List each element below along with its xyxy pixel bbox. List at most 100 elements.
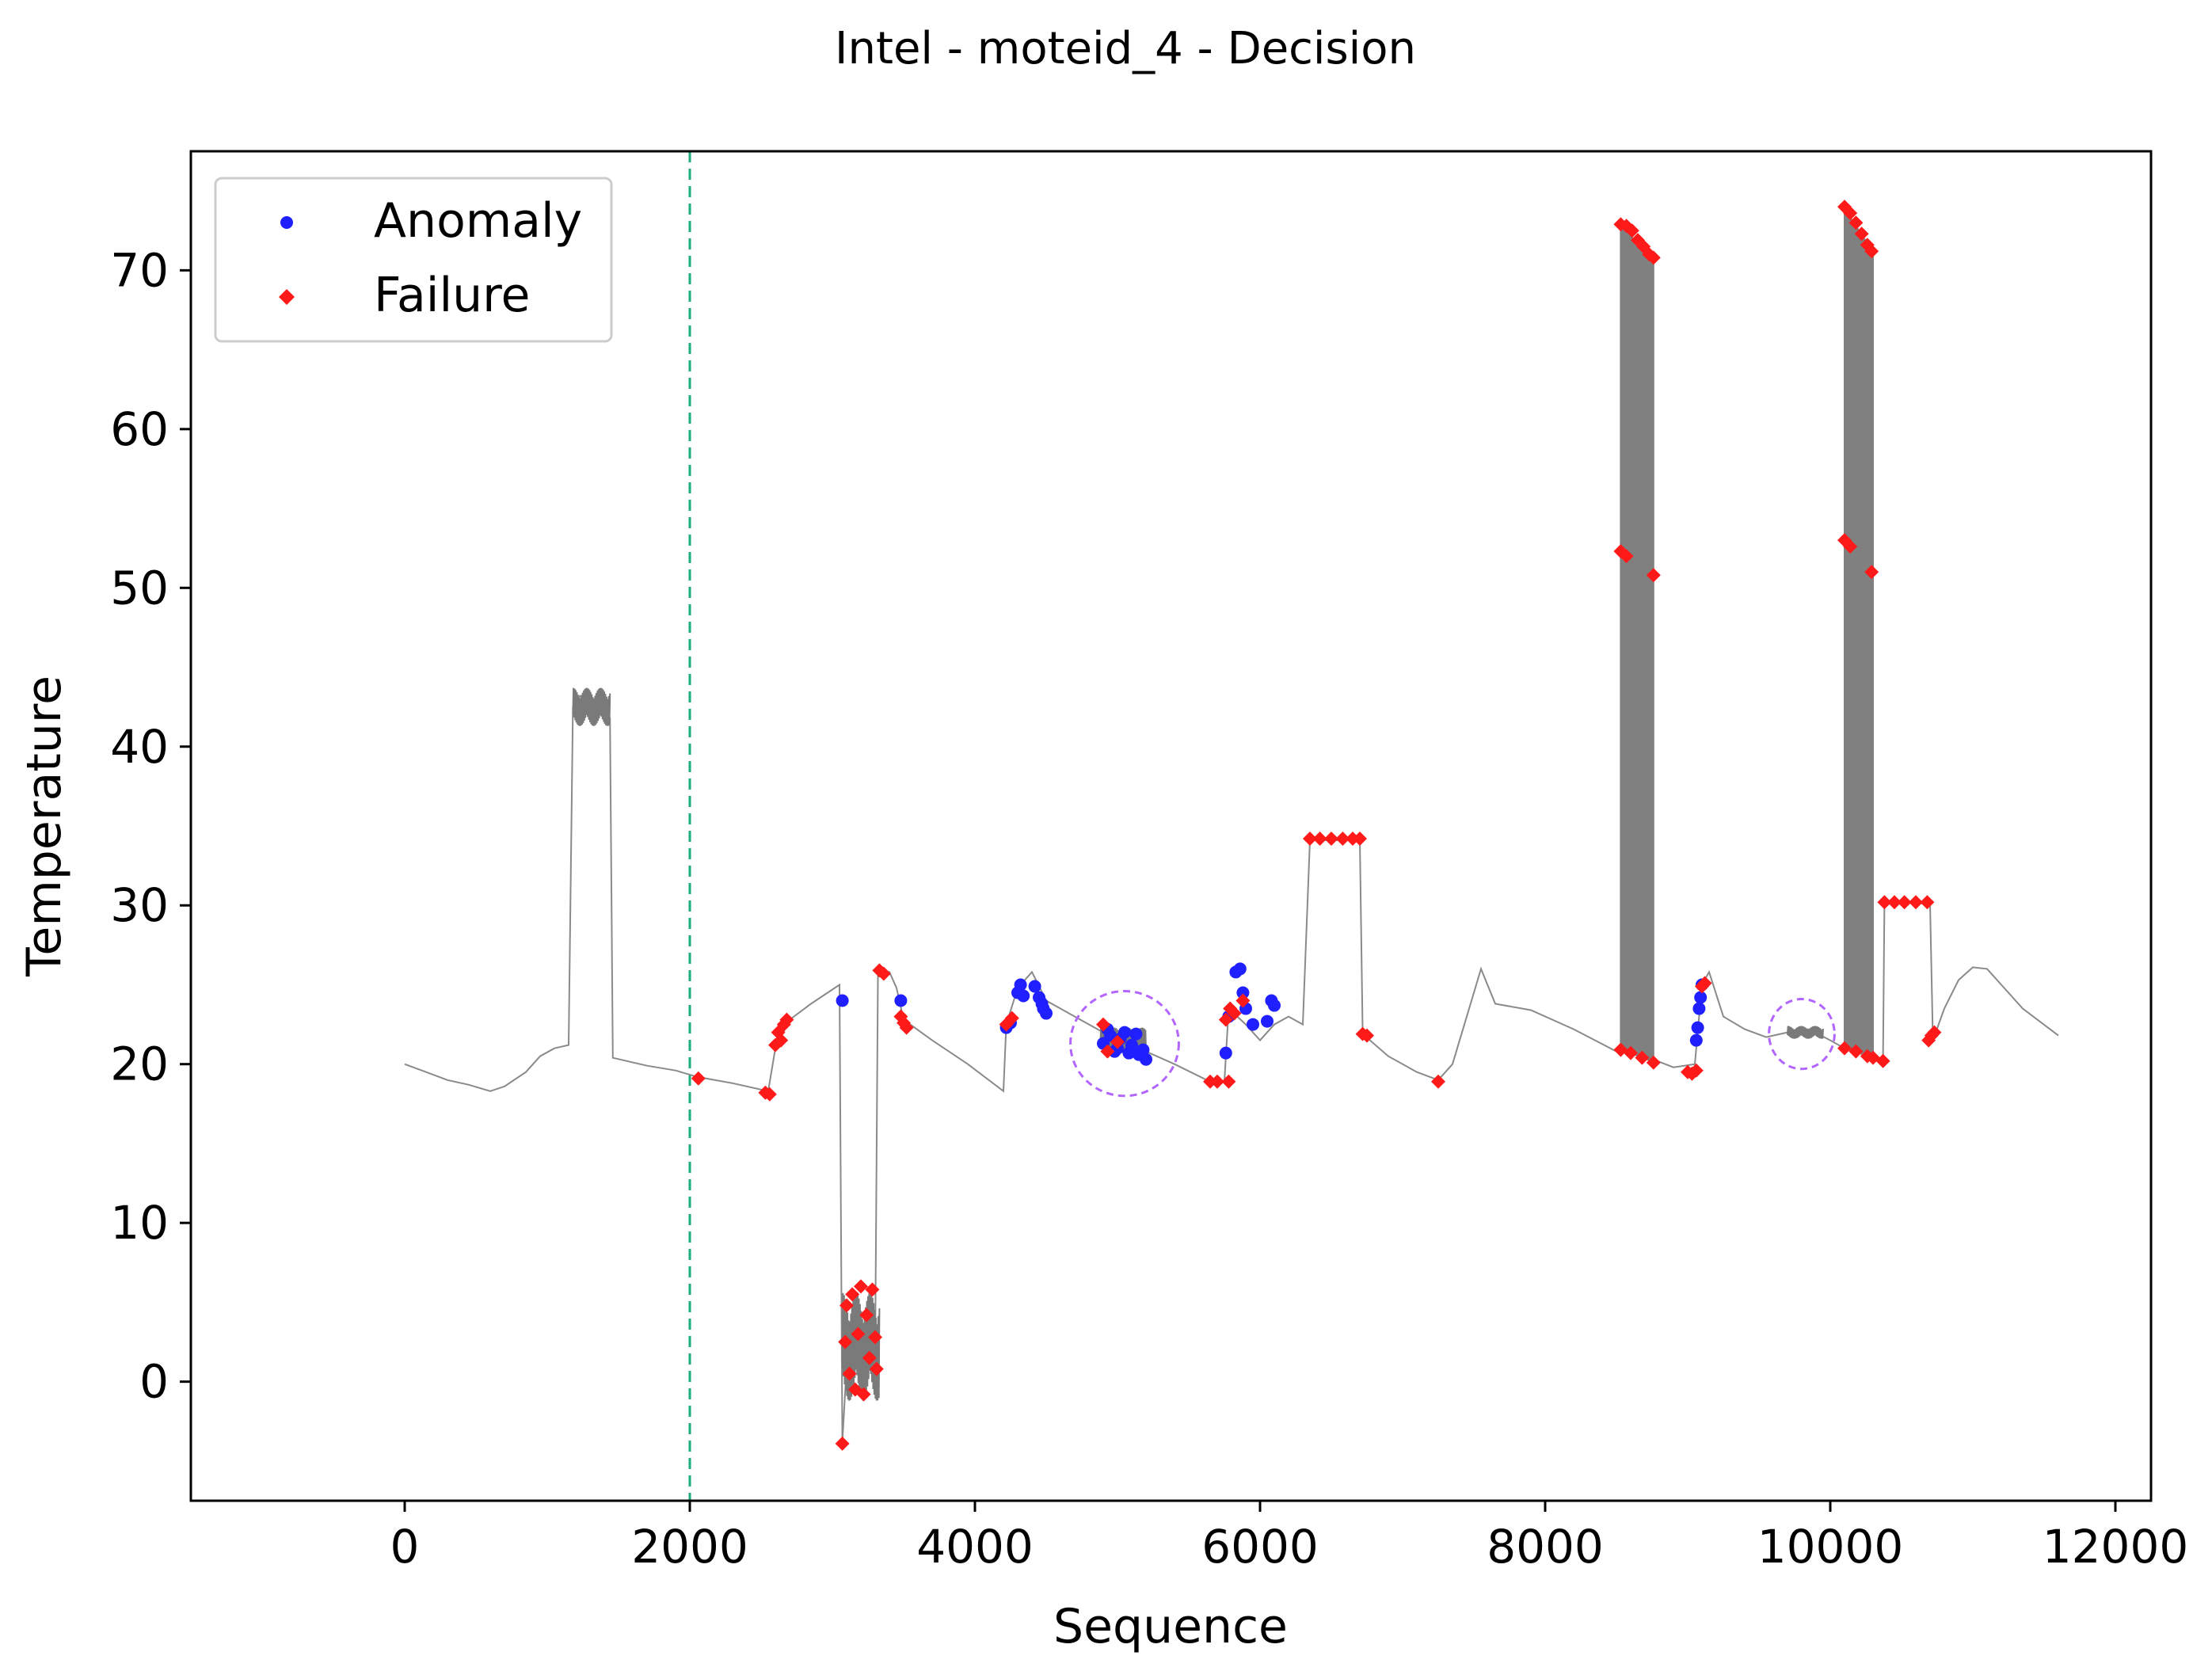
y-tick-label: 70 [110,243,169,297]
anomaly-point [1694,991,1708,1004]
failure-point [1864,244,1879,259]
failure-point [1312,832,1327,847]
y-tick-label: 20 [110,1037,169,1091]
failure-point [762,1087,777,1102]
noise-band-0 [572,687,611,726]
failure-point [779,1012,794,1027]
failure-point [1646,568,1661,583]
legend-label-anomaly: Anomaly [374,193,582,249]
failure-point [1864,565,1879,580]
failure-point [1100,1044,1115,1059]
x-tick-label: 0 [390,1520,420,1574]
failure-point [1096,1017,1110,1032]
anomaly-point [1261,1014,1274,1028]
y-tick-label: 60 [110,402,169,456]
anomaly-point [894,994,908,1007]
failure-point [1854,226,1869,242]
x-tick-label: 8000 [1487,1520,1604,1574]
anomaly-point [1014,978,1027,992]
failure-point [876,966,891,981]
failure-point [856,1387,871,1402]
anomaly-point [1233,962,1247,976]
failure-point [1848,1044,1864,1059]
failure-point [1210,1074,1224,1089]
failure-point [774,1033,789,1048]
failure-point [1624,223,1639,238]
highlight-circle-1 [1768,998,1836,1071]
failure-point [838,1334,853,1349]
noise-band-3 [1787,1026,1824,1039]
anomaly-point [1140,1052,1152,1066]
y-tick-label: 50 [110,561,169,615]
failure-point [1218,1012,1233,1027]
anomaly-point [1689,1033,1703,1047]
failure-point [1877,895,1892,910]
x-tick-label: 6000 [1201,1520,1319,1574]
y-tick-label: 30 [110,878,169,932]
anomaly-point [1136,1043,1150,1056]
spike-cluster-1 [1844,208,1874,1058]
series-line-0 [404,695,2059,1442]
failure-point [1837,1041,1852,1056]
failure-point [1235,993,1251,1008]
failure-point [1689,1063,1704,1078]
failure-point [1909,895,1923,910]
x-tick-label: 4000 [916,1520,1034,1574]
failure-point [1843,206,1858,221]
x-tick-label: 12000 [2043,1520,2189,1574]
legend-marker-failure [279,289,295,305]
failure-point [1110,1034,1125,1049]
failure-point [1920,895,1935,910]
anomaly-point [1219,1046,1232,1060]
legend: Anomaly Failure [214,177,613,343]
x-tick-label: 10000 [1757,1520,1904,1574]
x-axis-label: Sequence [1053,1599,1288,1654]
failure-point [1887,895,1902,910]
failure-point [1431,1074,1445,1089]
anomaly-point [1017,989,1030,1003]
failure-point [854,1279,868,1294]
failure-point [868,1330,882,1345]
failure-point [1619,549,1634,564]
plot-frame [189,150,2153,1502]
anomaly-point [1037,1002,1050,1015]
y-tick-label: 10 [110,1196,169,1250]
failure-point [839,1298,854,1313]
anomaly-point [1692,1002,1706,1015]
anomaly-point [836,994,849,1007]
legend-label-failure: Failure [374,268,530,323]
failure-point [862,1350,877,1365]
y-tick-label: 0 [139,1355,169,1409]
failure-point [1848,215,1864,230]
anomaly-point [1268,999,1281,1012]
anomaly-point [1028,980,1041,993]
failure-point [859,1307,874,1323]
noise-band-1 [841,1292,881,1401]
failure-point [691,1071,706,1086]
failure-point [1897,895,1912,910]
legend-marker-anomaly [280,216,293,229]
failure-point [1697,976,1712,991]
failure-point [1303,832,1317,847]
failure-point [1227,1006,1242,1021]
failure-point [1875,1053,1890,1068]
x-tick-label: 2000 [631,1520,748,1574]
failure-point [869,1361,884,1376]
anomaly-point [1122,1046,1136,1060]
failure-point [899,1020,914,1035]
failure-point [1646,1055,1661,1070]
failure-point [1843,539,1858,554]
anomaly-point [1236,986,1250,999]
failure-point [1635,1050,1650,1065]
failure-point [842,1366,857,1381]
spike-cluster-0 [1620,226,1654,1063]
highlight-circle-0 [1069,989,1180,1098]
failure-point [851,1327,866,1342]
chart-title: Intel - moteid_4 - Decision [835,23,1416,74]
failure-point [1324,832,1338,847]
failure-point [1335,832,1350,847]
failure-point [1927,1025,1942,1040]
legend-box [214,177,613,343]
y-axis: 0 10 20 30 40 50 60 70 [110,243,191,1409]
